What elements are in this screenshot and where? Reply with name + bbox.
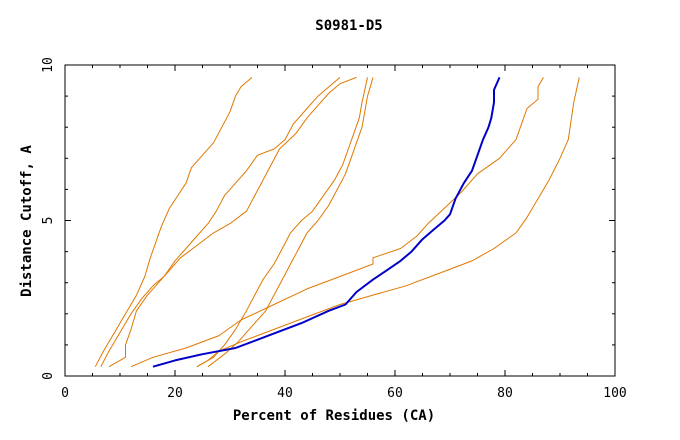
x-tick-label: 20 bbox=[167, 386, 183, 401]
y-tick-label: 10 bbox=[41, 57, 56, 73]
x-tick-label: 60 bbox=[387, 386, 403, 401]
series-line-7 bbox=[196, 77, 580, 368]
y-axis-label: Distance Cutoff, A bbox=[19, 145, 35, 297]
x-tick-label: 80 bbox=[497, 386, 513, 401]
series-line-6 bbox=[130, 77, 544, 368]
x-tick-label: 40 bbox=[277, 386, 293, 401]
tick-labels: 0 20 40 60 80 100 0 5 10 bbox=[41, 57, 627, 401]
series-line-5 bbox=[207, 77, 374, 368]
x-tick-label: 100 bbox=[603, 386, 626, 401]
x-axis-label: Percent of Residues (CA) bbox=[233, 408, 435, 424]
series-line-highlight bbox=[152, 76, 501, 368]
y-tick-label: 0 bbox=[41, 372, 56, 380]
series-line-2 bbox=[100, 77, 341, 367]
axis-ticks bbox=[64, 64, 616, 377]
series-line-1 bbox=[94, 77, 253, 367]
x-tick-label: 0 bbox=[61, 386, 69, 401]
y-tick-label: 5 bbox=[41, 217, 56, 225]
plot-frame bbox=[64, 64, 616, 377]
data-series-group bbox=[94, 76, 580, 368]
chart-title: S0981-D5 bbox=[315, 18, 382, 34]
series-line-4 bbox=[196, 77, 368, 368]
series-line-3 bbox=[108, 76, 357, 368]
